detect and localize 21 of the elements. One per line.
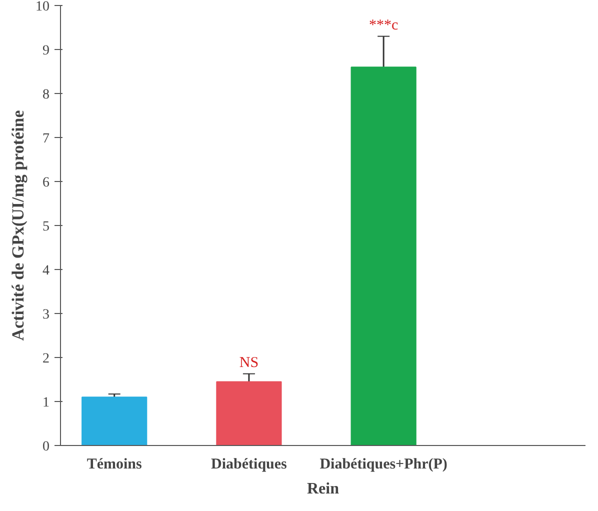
annotation: NS <box>239 354 259 371</box>
y-tick-label: 8 <box>42 88 50 102</box>
y-tick-label: 2 <box>42 352 50 366</box>
y-tick-label: 9 <box>42 44 50 58</box>
y-tick-label: 7 <box>42 132 50 146</box>
x-tick-label: Diabétiques+Phr(P) <box>320 456 448 472</box>
y-tick-label: 4 <box>42 264 50 278</box>
y-tick-label: 10 <box>36 0 50 14</box>
y-axis-title: Activité de GPx(UI/mg protéine <box>8 110 28 341</box>
y-tick-label: 6 <box>42 176 50 190</box>
y-tick-label: 0 <box>42 440 50 454</box>
y-tick-label: 5 <box>42 220 50 234</box>
x-tick-label: Témoins <box>86 456 142 472</box>
x-tick-label: Diabétiques <box>211 456 288 472</box>
annotation: ***c <box>369 17 398 34</box>
y-tick-label: 3 <box>42 308 50 322</box>
x-axis-title: Rein <box>307 480 340 498</box>
y-tick-label: 1 <box>42 396 50 410</box>
bar <box>82 396 148 446</box>
bar <box>350 66 416 446</box>
bar <box>216 381 282 446</box>
